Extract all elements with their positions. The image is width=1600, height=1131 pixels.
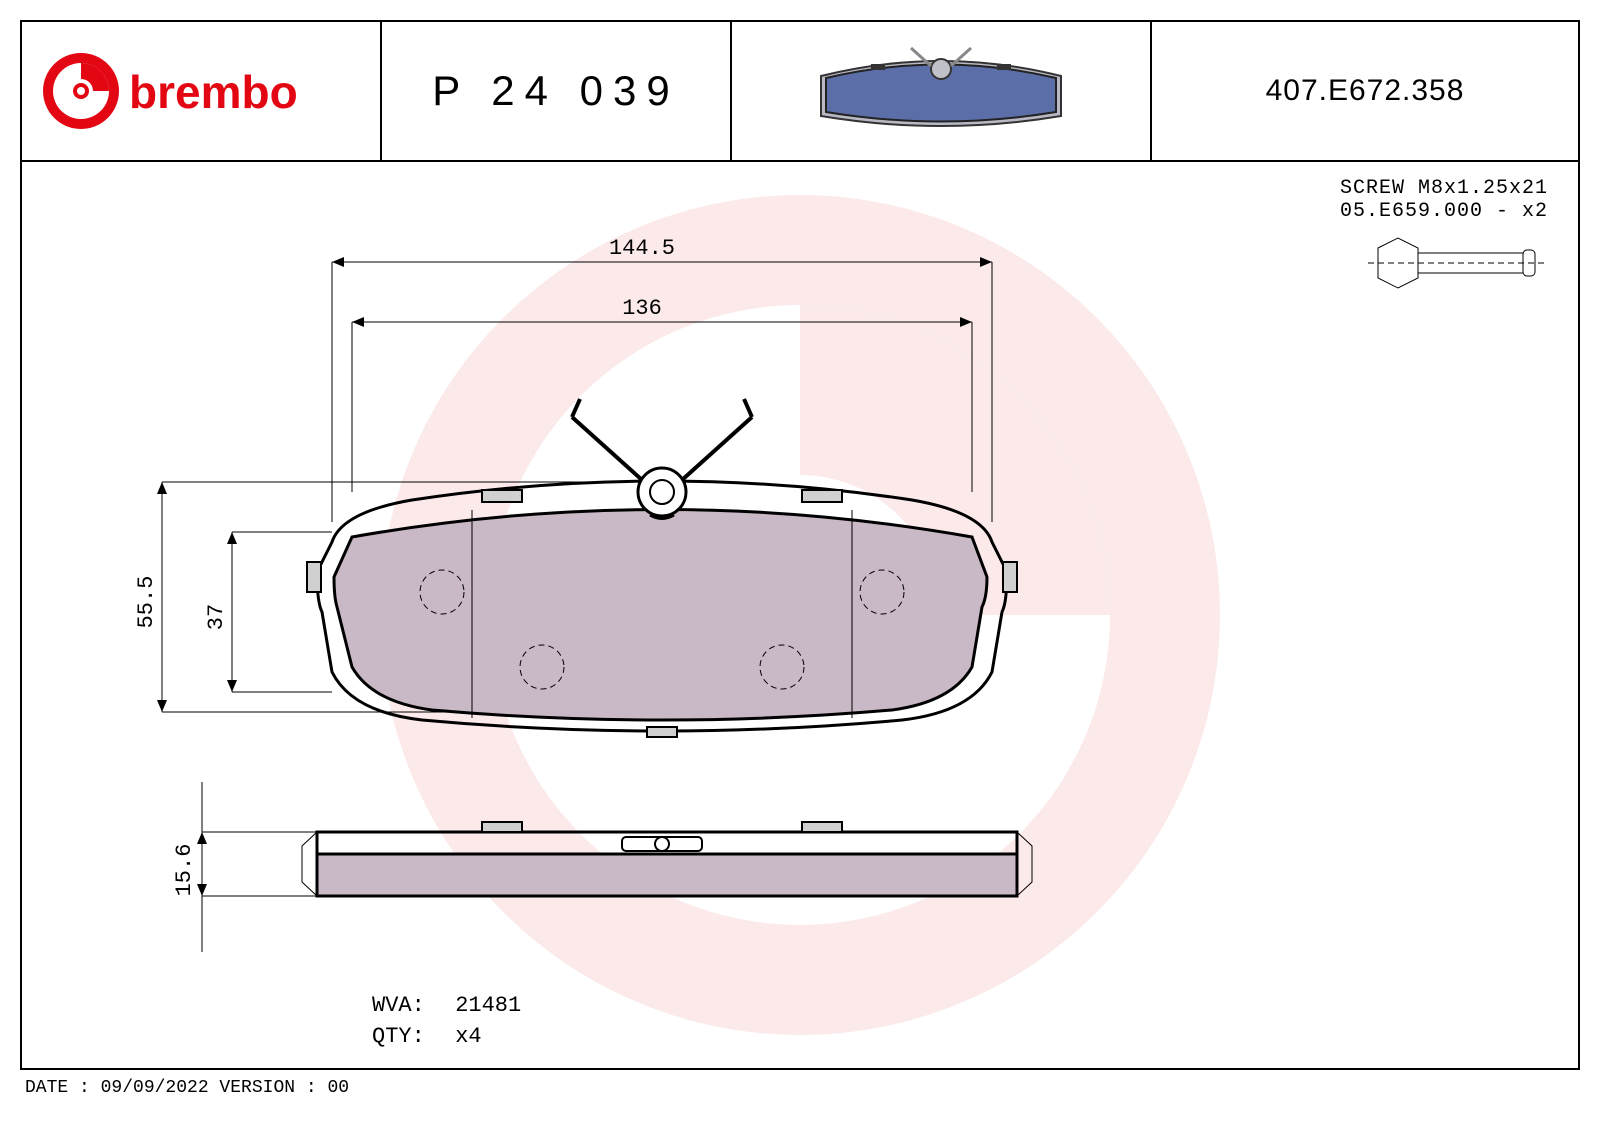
dim-thickness: 15.6	[172, 782, 317, 952]
part-number: P 24 039	[432, 67, 679, 115]
drawing-sheet: brembo P 24 039 407.E672.358	[20, 20, 1580, 1070]
qty-value: x4	[455, 1024, 481, 1049]
brand-text: brembo	[129, 66, 298, 118]
svg-text:136: 136	[622, 296, 662, 321]
wva-value: 21481	[455, 993, 521, 1018]
header-row: brembo P 24 039 407.E672.358	[22, 22, 1578, 162]
svg-text:55.5: 55.5	[134, 576, 159, 629]
svg-text:37: 37	[204, 604, 229, 630]
product-thumbnail	[791, 36, 1091, 146]
screw-title: SCREW M8x1.25x21	[1340, 177, 1548, 200]
reference-number: 407.E672.358	[1266, 74, 1465, 108]
part-number-cell: P 24 039	[382, 22, 732, 160]
wva-label: WVA:	[372, 991, 442, 1022]
svg-text:144.5: 144.5	[609, 236, 675, 261]
technical-drawing: 144.5 136 55.5	[102, 222, 1152, 1042]
spring-clip	[572, 399, 752, 519]
screw-drawing	[1340, 233, 1548, 293]
screw-code: 05.E659.000 - x2	[1340, 200, 1548, 223]
dim-height-inner: 37	[204, 532, 332, 692]
dim-width-inner: 136	[352, 296, 972, 492]
svg-text:15.6: 15.6	[172, 844, 197, 897]
pad-side-view	[302, 822, 1032, 896]
qty-label: QTY:	[372, 1022, 442, 1053]
reference-cell: 407.E672.358	[1152, 22, 1578, 160]
brembo-logo: brembo	[41, 46, 361, 136]
drawing-stage: 144.5 136 55.5	[102, 222, 1152, 1042]
footer-meta: WVA: 21481 QTY: x4	[372, 991, 521, 1053]
pad-front-view	[307, 399, 1017, 737]
body-area: SCREW M8x1.25x21 05.E659.000 - x2	[22, 162, 1578, 1068]
thumbnail-cell	[732, 22, 1152, 160]
logo-cell: brembo	[22, 22, 382, 160]
date-version-line: DATE : 09/09/2022 VERSION : 00	[25, 1078, 349, 1098]
screw-info: SCREW M8x1.25x21 05.E659.000 - x2	[1340, 177, 1548, 293]
